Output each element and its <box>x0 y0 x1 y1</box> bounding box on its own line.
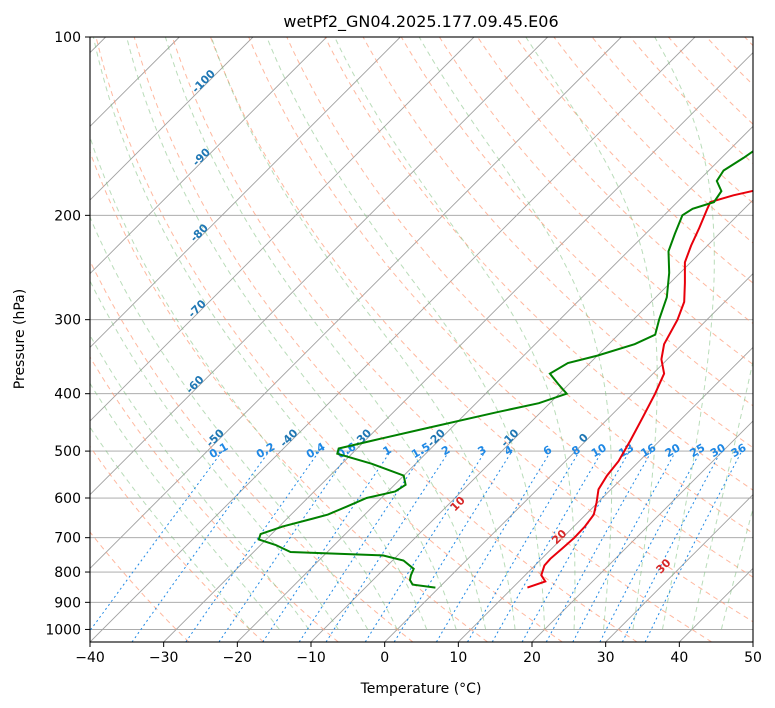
dry-adiabat <box>286 37 753 534</box>
mixing-ratio-line <box>621 450 722 642</box>
dry-adiabat <box>90 531 190 642</box>
moist-adiabat <box>164 37 487 630</box>
profile-layer <box>257 150 753 589</box>
x-tick-label: 0 <box>380 650 389 666</box>
mixing-ratio-line <box>185 450 320 642</box>
dry-adiabat <box>515 37 753 284</box>
x-tick-label: 50 <box>744 650 762 666</box>
moist-adiabat <box>691 358 753 630</box>
mixing-ratio-line <box>393 450 513 642</box>
isotherm <box>237 125 753 642</box>
dry-adiabat <box>210 37 753 623</box>
dry-adiabat <box>248 37 753 578</box>
x-tick-label: −20 <box>223 650 253 666</box>
isotherm <box>90 37 475 422</box>
mixing-ratio-line <box>644 450 743 642</box>
x-tick-label: −40 <box>75 650 105 666</box>
isotherm <box>90 37 401 348</box>
x-axis-title: Temperature (°C) <box>360 681 482 697</box>
y-tick-label: 1000 <box>45 622 81 638</box>
dry-adiabat <box>171 37 712 642</box>
y-tick-label: 200 <box>54 208 81 224</box>
x-tick-label: 40 <box>670 650 688 666</box>
isotherm <box>90 37 327 275</box>
moist-adiabat <box>334 37 576 630</box>
y-tick-label: 100 <box>54 30 81 46</box>
tick-layer: −40 −30 −20 −10 0 10 20 30 40 50 100 200 300 400 500 60… <box>45 30 762 666</box>
y-tick-label: 700 <box>54 531 81 547</box>
y-tick-label: 800 <box>54 565 81 581</box>
isotherm <box>90 37 254 201</box>
moist-adiabat <box>266 37 546 630</box>
mixing-ratio-line <box>325 450 450 642</box>
mixing-ratio-line <box>131 450 270 642</box>
isotherm <box>458 346 753 642</box>
x-tick-label: 10 <box>449 650 467 666</box>
moist-adiabat <box>418 37 613 630</box>
isotherm <box>90 37 622 569</box>
dewpoint-profile <box>257 150 753 589</box>
y-tick-label: 300 <box>54 313 81 329</box>
dry-adiabat <box>133 37 638 642</box>
y-tick-label: 500 <box>54 444 81 460</box>
x-tick-label: 30 <box>597 650 615 666</box>
dry-adiabat <box>95 37 563 642</box>
isotherm <box>531 420 753 642</box>
isotherm <box>605 494 753 642</box>
moist-adiabat <box>92 37 428 630</box>
dry-adiabat <box>90 150 488 642</box>
mixing-ratio-line <box>298 450 425 642</box>
x-tick-label: −10 <box>296 650 326 666</box>
x-tick-label: 20 <box>523 650 541 666</box>
mixing-ratio-line <box>491 450 603 642</box>
isotherm <box>90 37 696 642</box>
chart-title: wetPf2_GN04.2025.177.09.45.E06 <box>283 12 558 32</box>
moist-adiabat <box>525 37 658 630</box>
dry-adiabat <box>90 445 264 642</box>
mixing-ratio-line <box>572 450 677 642</box>
mixing-ratio-line <box>435 450 552 642</box>
plot-frame <box>89 36 754 643</box>
dry-adiabat <box>400 37 753 407</box>
mixing-ratio-line <box>90 450 223 632</box>
dry-adiabat <box>90 259 414 642</box>
isotherm <box>90 37 548 496</box>
moist-adiabat <box>654 37 715 630</box>
moist-adiabat <box>90 426 251 630</box>
mixing-ratio-line <box>545 450 653 642</box>
y-axis-title: Pressure (hPa) <box>12 289 28 389</box>
mixing-ratio-line <box>599 450 701 642</box>
mixing-ratio-line <box>364 450 486 642</box>
y-tick-label: 900 <box>54 595 81 611</box>
moist-adiabat <box>90 382 280 630</box>
mixing-ratio-line <box>521 450 630 642</box>
dry-adiabat <box>438 37 753 366</box>
mixing-ratio-line <box>467 450 580 642</box>
y-tick-label: 600 <box>54 491 81 507</box>
temperature-profile <box>527 189 753 589</box>
y-tick-label: 400 <box>54 387 81 403</box>
moist-adiabat <box>126 37 457 630</box>
isotherm <box>384 273 753 642</box>
x-tick-label: −30 <box>149 650 179 666</box>
moist-adiabat <box>90 215 369 630</box>
moist-adiabat <box>90 135 398 630</box>
